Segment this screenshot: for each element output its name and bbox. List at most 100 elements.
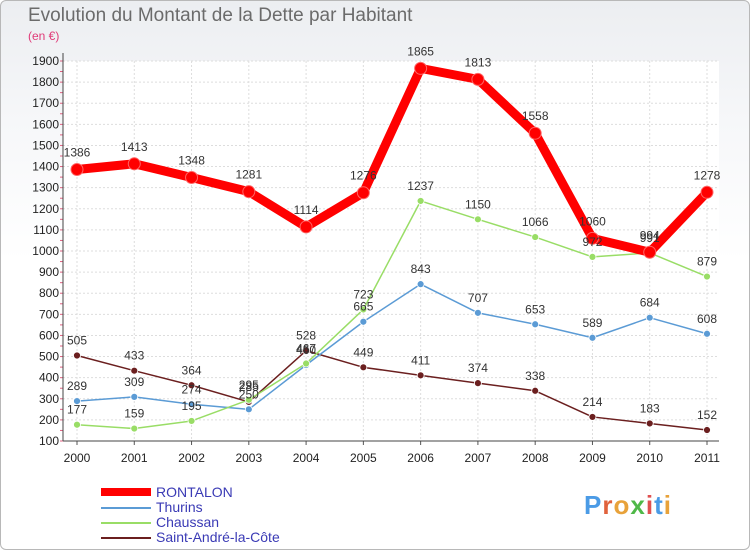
data-point-0	[242, 185, 256, 199]
data-label-3: 528	[296, 329, 316, 343]
x-tick-label: 2000	[64, 451, 91, 465]
data-point-1	[416, 280, 425, 289]
data-label-3: 364	[182, 363, 202, 377]
y-tick-label: 1500	[32, 138, 59, 152]
x-tick-label: 2005	[350, 451, 377, 465]
data-point-0	[700, 185, 714, 199]
legend-label-saint-andre: Saint-André-la-Côte	[156, 529, 280, 545]
y-tick-label: 1600	[32, 117, 59, 131]
data-point-0	[643, 245, 657, 259]
data-label-1: 665	[353, 300, 373, 314]
data-label-2: 972	[582, 235, 602, 249]
series-line-2	[76, 200, 708, 430]
data-label-1: 589	[582, 316, 602, 330]
data-label-1: 250	[239, 387, 259, 401]
series-lines	[70, 61, 714, 434]
series-line-0	[72, 63, 712, 257]
y-tick-label: 500	[39, 350, 59, 364]
data-label-3: 374	[468, 361, 488, 375]
data-point-1	[531, 320, 540, 329]
data-label-0: 1281	[235, 168, 262, 182]
data-point-0	[185, 171, 199, 185]
data-label-0: 1413	[121, 140, 148, 154]
chart-title: Evolution du Montant de la Dette par Hab…	[28, 5, 413, 26]
data-point-1	[474, 308, 482, 317]
data-label-3: 152	[697, 408, 717, 422]
y-tick-label: 1800	[32, 75, 59, 89]
y-tick-label: 1400	[32, 160, 59, 174]
x-tick-label: 2008	[522, 451, 549, 465]
y-tick-label: 1900	[32, 54, 59, 68]
y-tick-label: 200	[39, 413, 59, 427]
data-label-2: 1237	[407, 179, 434, 193]
data-point-2	[73, 420, 81, 429]
data-point-3	[703, 426, 711, 434]
data-label-1: 460	[296, 343, 316, 357]
x-tick-label: 2006	[407, 451, 434, 465]
data-label-1: 309	[124, 375, 144, 389]
y-tick-label: 100	[39, 434, 59, 448]
data-label-0: 1558	[522, 109, 549, 123]
y-tick-label: 400	[39, 371, 59, 385]
data-label-3: 411	[411, 353, 430, 367]
data-point-0	[127, 157, 141, 171]
logo-letter: i	[645, 490, 655, 520]
x-tick-label: 2010	[636, 451, 663, 465]
legend-swatch-chaussan	[101, 522, 151, 524]
data-label-3: 338	[525, 369, 545, 383]
data-point-1	[703, 329, 711, 338]
x-tick-label: 2009	[579, 451, 606, 465]
chart-subtitle: (en €)	[28, 29, 60, 43]
logo-letter: x	[630, 490, 646, 520]
data-label-0: 994	[640, 228, 660, 242]
data-point-1	[244, 405, 253, 414]
logo-letter: t	[654, 490, 664, 520]
data-point-1	[130, 392, 139, 401]
data-point-2	[130, 424, 139, 433]
legend-label-thurins: Thurins	[156, 499, 203, 515]
data-point-3	[73, 351, 81, 360]
data-label-1: 707	[468, 291, 488, 305]
series-line-1	[76, 283, 708, 411]
data-label-0: 1114	[294, 203, 319, 217]
data-point-2	[359, 305, 368, 314]
data-label-3: 449	[353, 345, 373, 359]
data-label-2: 1066	[522, 215, 549, 229]
logo-letter: i	[663, 490, 672, 520]
data-label-2: 177	[67, 403, 87, 417]
data-labels: 1386 1413 1348 1281 1114 1276 1865 1813 1558 1060…	[64, 44, 721, 422]
y-tick-label: 1100	[33, 223, 59, 237]
grid	[63, 60, 719, 442]
data-point-1	[73, 397, 81, 406]
y-tick-label: 700	[39, 307, 59, 321]
data-point-2	[474, 215, 482, 224]
y-tick-label: 300	[39, 392, 59, 406]
data-point-2	[531, 233, 540, 241]
data-label-2: 467	[296, 342, 316, 356]
data-label-0: 1348	[178, 154, 205, 168]
legend-swatch-rontalon	[101, 488, 151, 496]
y-tick-label: 600	[39, 328, 59, 342]
data-label-1: 608	[697, 312, 717, 326]
data-point-1	[645, 313, 654, 322]
data-point-2	[302, 359, 310, 368]
data-label-2: 295	[239, 378, 259, 392]
data-point-0	[471, 72, 485, 86]
data-label-0: 1386	[64, 146, 91, 160]
legend-label-chaussan: Chaussan	[156, 514, 220, 530]
data-label-3: 214	[582, 395, 602, 409]
data-label-0: 1813	[465, 55, 492, 69]
proxiti-logo: Proxiti	[584, 490, 672, 521]
data-label-0: 1060	[579, 214, 606, 228]
legend-swatch-saint-andre	[101, 537, 151, 539]
data-label-2: 159	[124, 407, 144, 421]
logo-letter: r	[602, 490, 614, 520]
data-label-2: 723	[353, 287, 373, 301]
data-label-3: 285	[239, 380, 259, 394]
data-point-0	[585, 231, 599, 245]
y-tick-label: 1700	[32, 96, 59, 110]
data-label-1: 684	[640, 296, 660, 310]
data-label-1: 274	[182, 382, 202, 396]
data-point-2	[588, 253, 597, 261]
